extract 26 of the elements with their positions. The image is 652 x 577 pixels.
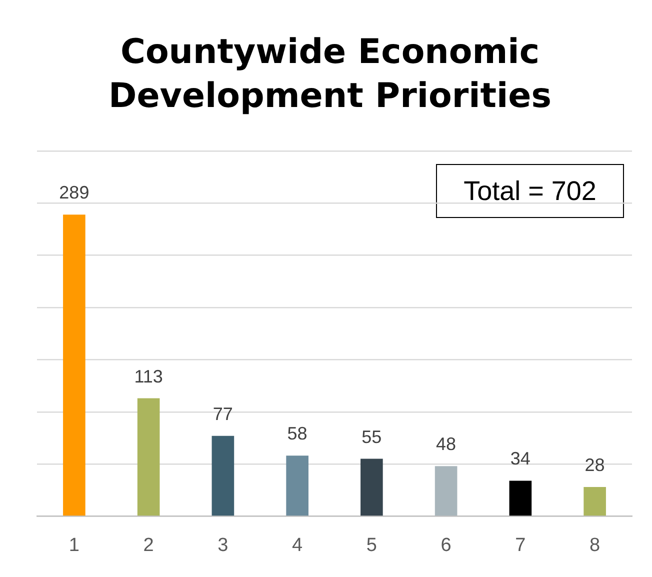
bar	[509, 480, 532, 516]
data-label: 48	[436, 434, 456, 454]
chart-title: Countywide Economic Development Priorities	[108, 31, 552, 118]
x-tick-label: 2	[143, 534, 154, 556]
bar	[434, 466, 458, 516]
x-tick-label: 5	[366, 534, 377, 556]
x-tick-label: 6	[440, 534, 452, 556]
data-label: 113	[134, 366, 163, 386]
bar	[584, 486, 606, 516]
bar	[360, 458, 383, 516]
bar	[286, 456, 308, 516]
x-tick-label: 3	[218, 534, 228, 556]
x-tick-label: 4	[292, 534, 304, 556]
data-label: 34	[510, 448, 530, 469]
data-label: 289	[59, 182, 90, 203]
bar	[137, 398, 160, 516]
data-label: 55	[362, 426, 382, 447]
data-label: 28	[584, 454, 605, 475]
bar	[63, 214, 86, 516]
bar	[212, 436, 234, 516]
x-tick-label: 7	[515, 534, 526, 556]
data-label: 58	[287, 424, 308, 444]
x-tick-label: 1	[68, 534, 80, 556]
annotation: Total = 702	[436, 164, 624, 218]
x-tick-label: 8	[590, 534, 600, 556]
data-label: 77	[212, 404, 233, 424]
